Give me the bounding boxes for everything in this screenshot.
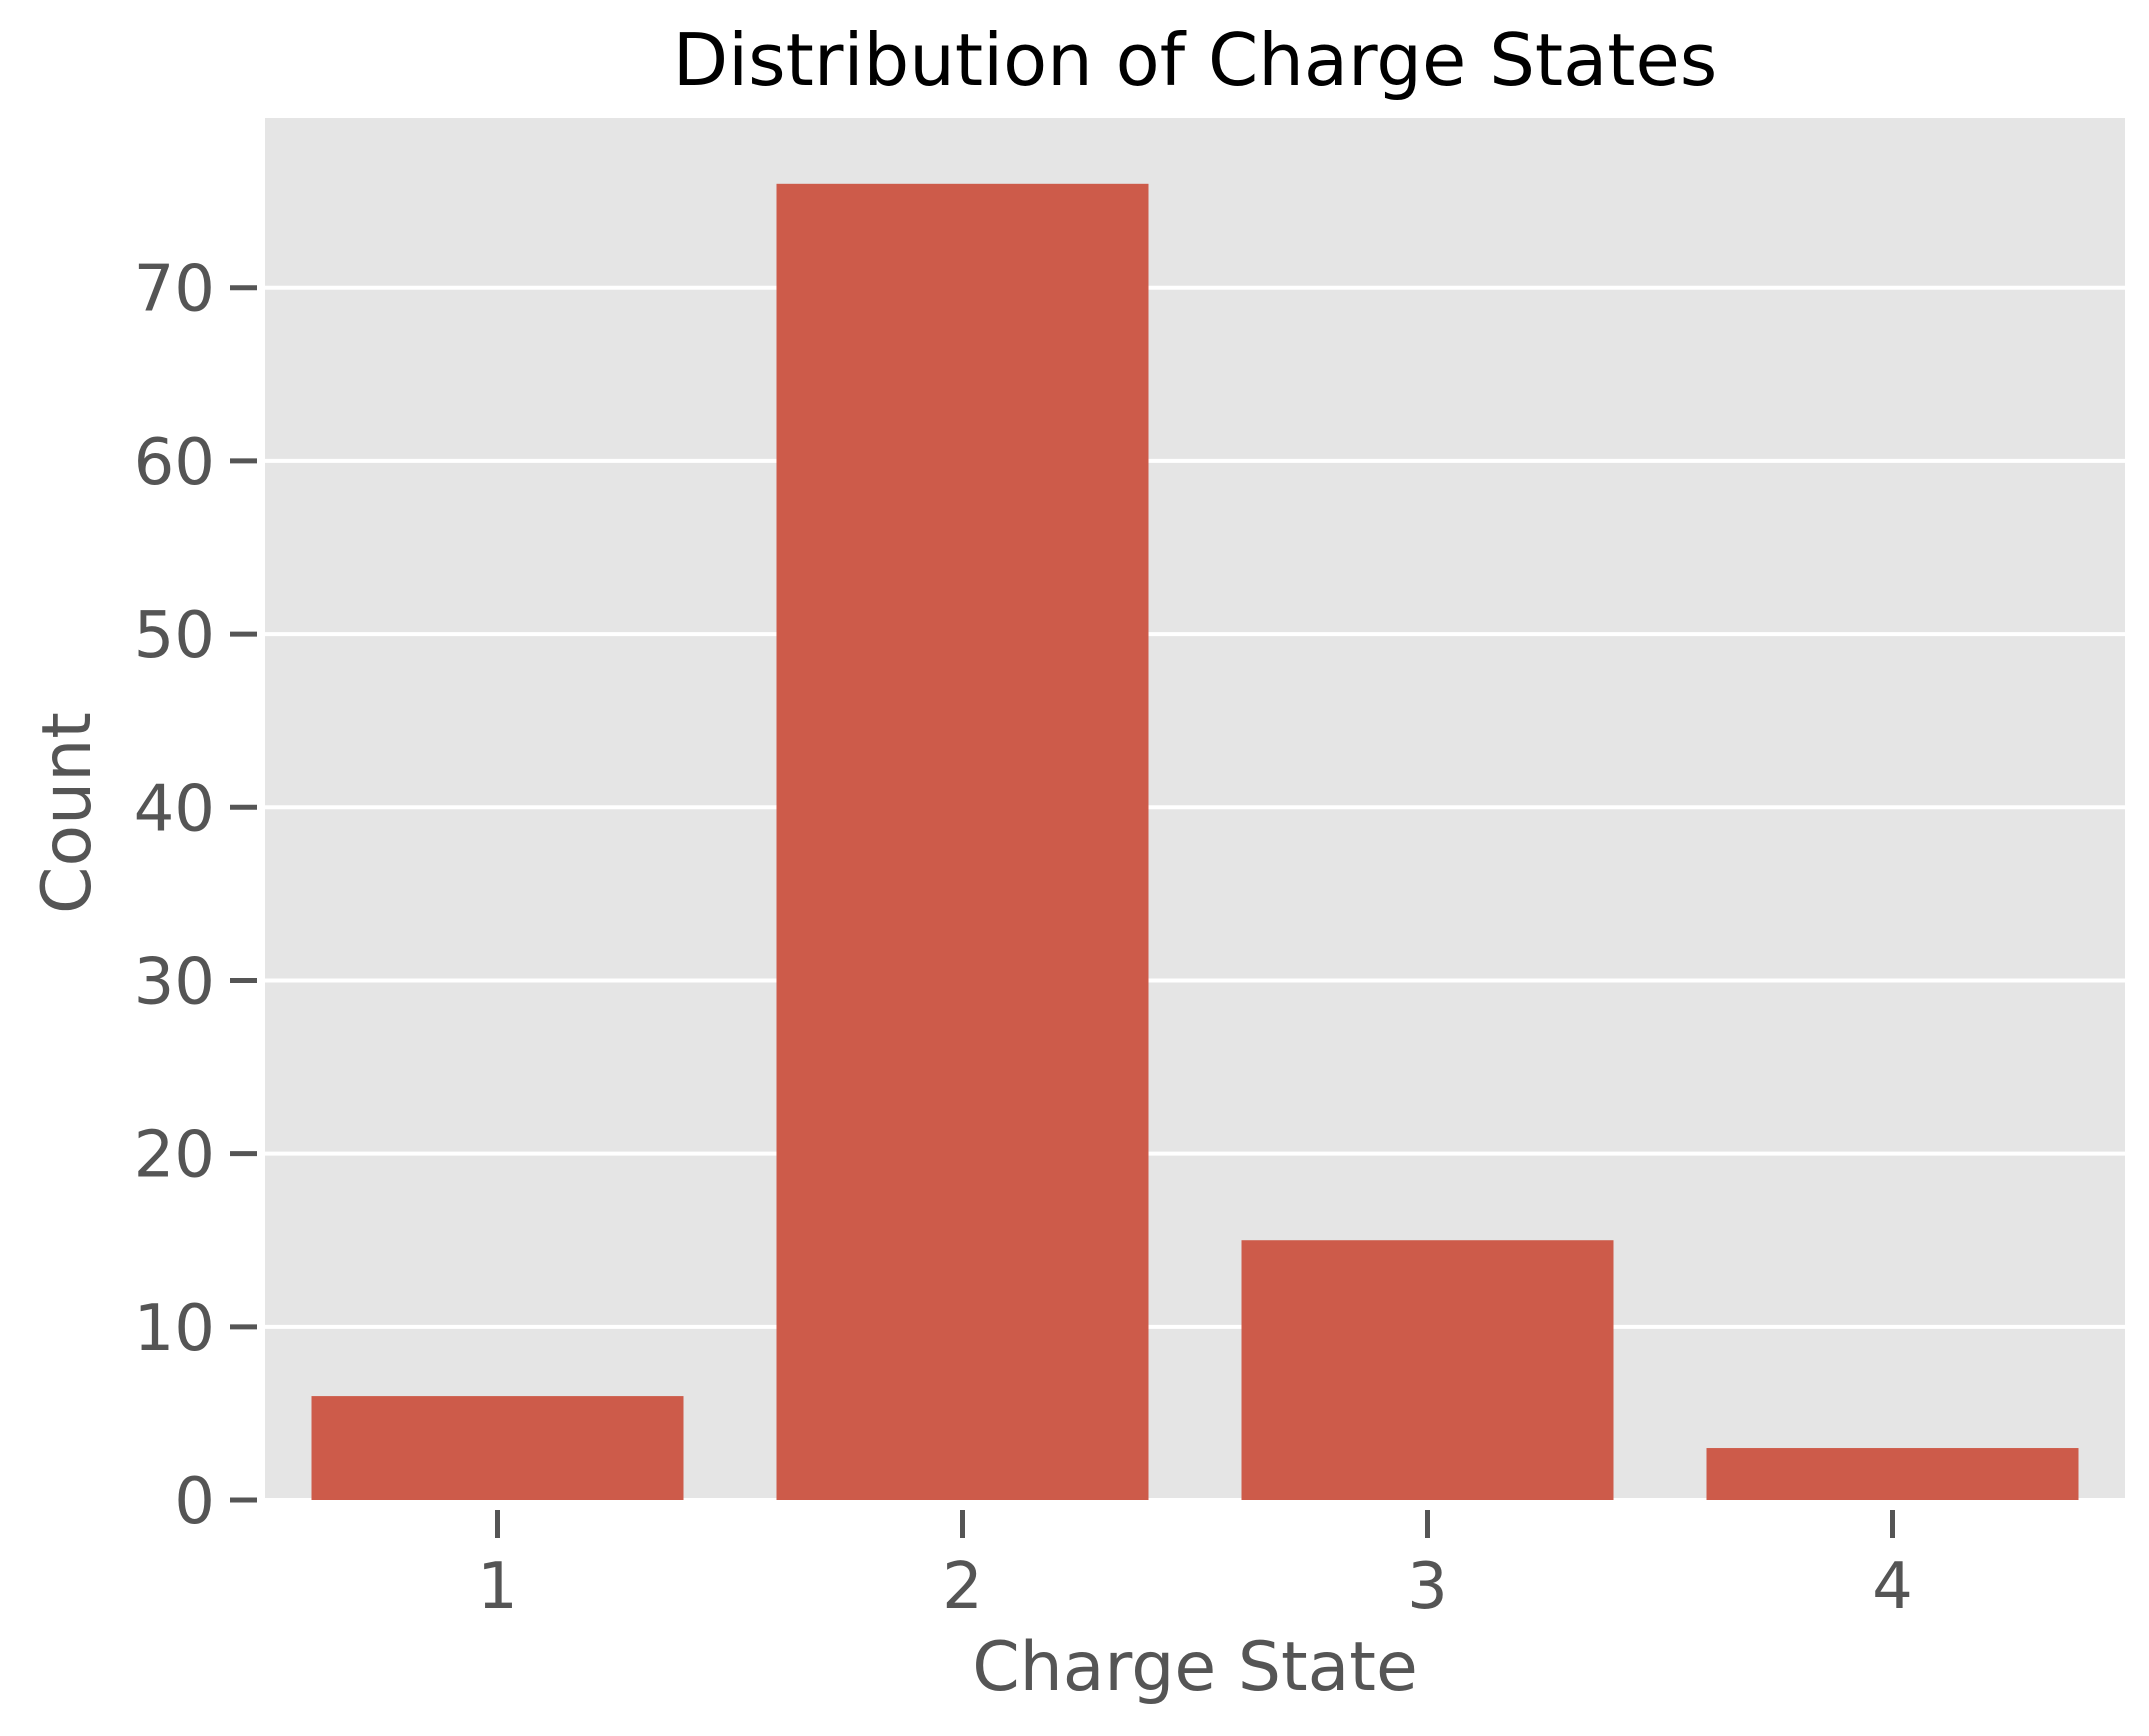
chart-title: Distribution of Charge States	[673, 18, 1718, 102]
x-tick-label: 4	[1872, 1550, 1913, 1624]
y-tick-label: 30	[134, 945, 215, 1019]
bars	[311, 183, 2079, 1500]
x-tick-label: 1	[477, 1550, 518, 1624]
y-tick-label: 20	[134, 1119, 215, 1193]
y-tick-label: 50	[134, 599, 215, 673]
x-tick-label: 2	[942, 1550, 983, 1624]
x-axis-label: Charge State	[972, 1628, 1418, 1707]
x-axis: 1 2 3 4	[477, 1510, 1913, 1624]
y-tick-label: 70	[134, 253, 215, 327]
y-axis: 0 10 20 30 40 50 60 70	[134, 253, 257, 1539]
x-tick-label: 3	[1407, 1550, 1448, 1624]
bar-4	[1706, 1448, 2079, 1500]
y-tick-label: 40	[134, 772, 215, 846]
bar-3	[1241, 1240, 1614, 1500]
y-axis-label: Count	[28, 712, 107, 914]
bar-1	[311, 1396, 684, 1500]
y-tick-label: 10	[134, 1292, 215, 1366]
y-tick-label: 60	[134, 426, 215, 500]
y-tick-label: 0	[174, 1465, 215, 1539]
bar-2	[776, 183, 1149, 1500]
gridlines	[265, 285, 2125, 1502]
